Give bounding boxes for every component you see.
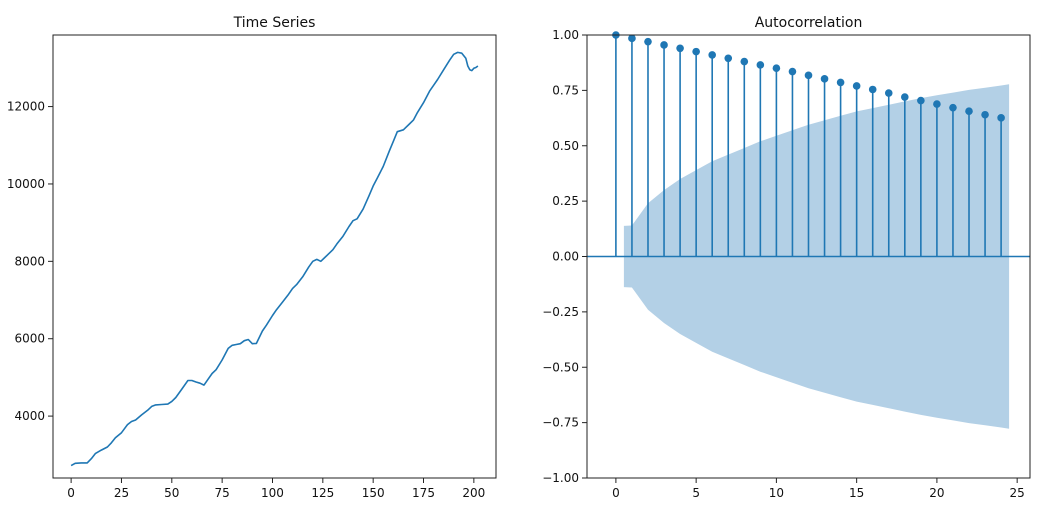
acf-marker (772, 64, 781, 73)
acf-marker (901, 93, 909, 101)
time-series-plot-area (70, 51, 479, 467)
autocorrelation-x-axis: 0 5 10 15 20 25 (612, 478, 1025, 500)
y-tick-label: 6000 (14, 332, 45, 346)
acf-marker (965, 107, 973, 115)
acf-marker (981, 110, 989, 119)
y-tick-label: −0.75 (542, 416, 579, 430)
acf-marker (676, 44, 684, 53)
y-tick-label: 10000 (7, 177, 45, 191)
acf-marker (917, 96, 925, 105)
autocorrelation-frame (586, 34, 1031, 479)
acf-marker (644, 37, 652, 46)
autocorrelation-title: Autocorrelation (755, 15, 863, 31)
x-tick-label: 25 (1010, 486, 1025, 500)
x-tick-label: 20 (929, 486, 944, 500)
time-series-title: Time Series (233, 15, 316, 31)
acf-marker (724, 54, 733, 63)
time-series-line (70, 51, 479, 467)
acf-marker (836, 78, 845, 87)
x-tick-label: 125 (311, 486, 334, 500)
autocorrelation-panel: Autocorrelation 0 5 10 15 20 25 −1.00 −0.75 −0.… (542, 15, 1031, 500)
acf-marker (804, 71, 813, 80)
acf-marker (997, 114, 1005, 122)
time-series-frame (52, 34, 497, 479)
time-series-panel: Time Series 0 25 50 75 100 125 150 175 200 4000 6… (7, 15, 497, 500)
acf-marker (708, 51, 716, 59)
x-tick-label: 50 (164, 486, 179, 500)
acf-marker (949, 103, 957, 112)
y-tick-label: 0.25 (552, 194, 579, 208)
x-tick-label: 0 (67, 486, 75, 500)
acf-marker (660, 41, 668, 49)
x-tick-label: 100 (261, 486, 284, 500)
acf-marker (740, 57, 749, 66)
x-tick-label: 150 (362, 486, 385, 500)
acf-marker (884, 89, 893, 97)
acf-marker (820, 75, 829, 83)
acf-marker (756, 61, 765, 69)
y-tick-label: −1.00 (542, 471, 579, 485)
acf-marker (868, 85, 877, 94)
acf-marker (933, 100, 941, 108)
y-tick-label: 0.00 (552, 250, 579, 264)
acf-marker (692, 47, 700, 56)
y-tick-label: 4000 (14, 409, 45, 423)
y-tick-label: 8000 (14, 254, 45, 268)
time-series-y-axis: 4000 6000 8000 10000 12000 (7, 100, 53, 423)
y-tick-label: −0.25 (542, 305, 579, 319)
x-tick-label: 15 (849, 486, 864, 500)
x-tick-label: 75 (215, 486, 230, 500)
x-tick-label: 0 (612, 486, 620, 500)
x-tick-label: 5 (692, 486, 700, 500)
autocorrelation-plot-area (587, 31, 1030, 258)
y-tick-label: 0.50 (552, 139, 579, 153)
x-tick-label: 25 (114, 486, 129, 500)
acf-marker (852, 82, 861, 90)
acf-marker (628, 34, 636, 43)
autocorrelation-y-axis: −1.00 −0.75 −0.50 −0.25 0.00 0.25 0.50 0.75 1.00 (542, 28, 587, 485)
y-tick-label: 12000 (7, 100, 45, 114)
y-tick-label: 1.00 (552, 28, 579, 42)
y-tick-label: 0.75 (552, 83, 579, 97)
x-tick-label: 200 (462, 486, 485, 500)
time-series-x-axis: 0 25 50 75 100 125 150 175 200 (67, 478, 485, 500)
x-tick-label: 10 (769, 486, 784, 500)
acf-marker (788, 67, 797, 76)
x-tick-label: 175 (412, 486, 435, 500)
y-tick-label: −0.50 (542, 360, 579, 374)
